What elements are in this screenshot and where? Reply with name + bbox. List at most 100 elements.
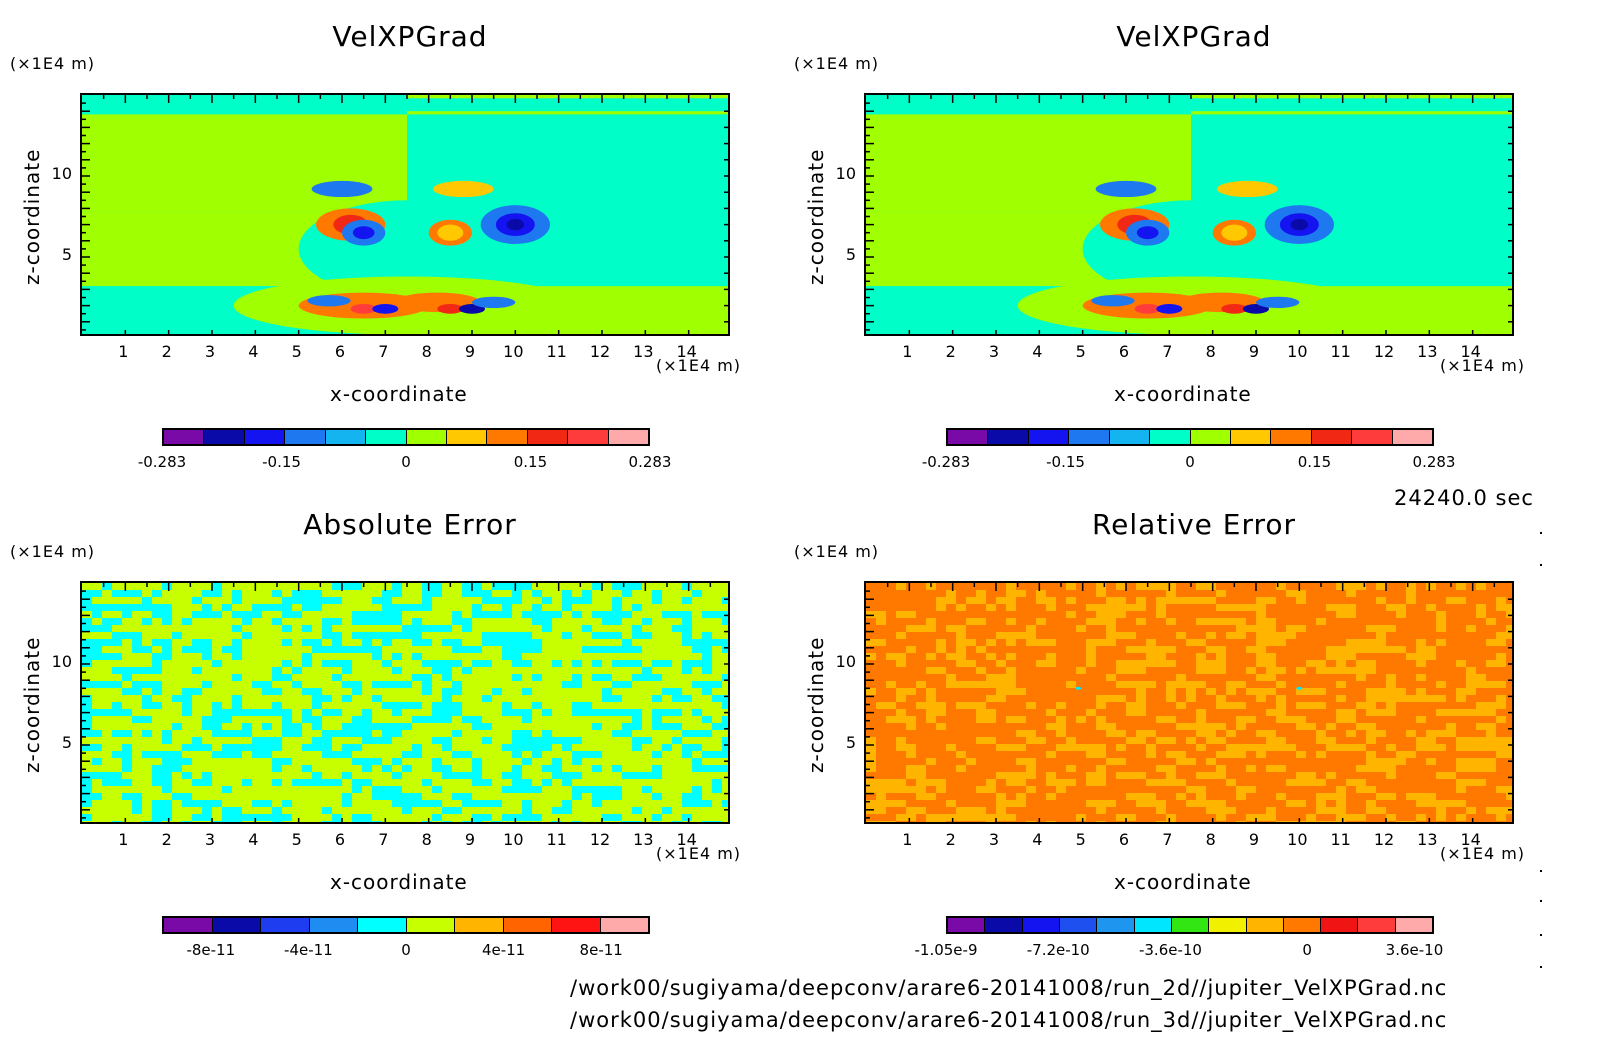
error-cell: [582, 744, 592, 751]
colorbar-swatch: [261, 918, 310, 932]
error-cell: [1386, 611, 1396, 618]
error-cell: [642, 590, 652, 597]
colorbar-label: -0.15: [262, 453, 301, 471]
error-cell: [572, 625, 582, 632]
error-cell: [1176, 646, 1186, 653]
error-cell: [1236, 779, 1246, 786]
error-cell: [1456, 751, 1466, 758]
error-cell: [906, 737, 916, 744]
error-cell: [702, 779, 712, 786]
error-cell: [1406, 646, 1416, 653]
error-cell: [1006, 695, 1026, 702]
error-cell: [652, 744, 662, 751]
x-tick-label: 2: [945, 342, 956, 361]
colorbar-swatch: [1395, 918, 1433, 932]
error-cell: [262, 716, 282, 723]
error-cell: [192, 590, 202, 597]
error-cell: [1196, 814, 1216, 821]
time-label: 24240.0 sec: [1394, 486, 1534, 510]
error-cell: [1426, 688, 1446, 695]
error-cell: [712, 702, 722, 709]
error-cell: [1166, 702, 1176, 709]
error-cell: [1246, 702, 1266, 709]
error-cell: [322, 702, 332, 709]
error-cell: [582, 723, 592, 730]
error-cell: [1356, 793, 1366, 800]
error-cell: [956, 688, 966, 695]
error-cell: [472, 737, 482, 744]
error-cell: [212, 744, 222, 751]
error-cell: [302, 807, 322, 814]
error-cell: [162, 660, 182, 667]
error-cell: [332, 716, 352, 723]
error-cell: [582, 737, 602, 744]
error-cell: [412, 667, 422, 674]
error-cell: [866, 730, 886, 737]
error-cell: [192, 772, 202, 779]
error-cell: [1456, 674, 1466, 681]
error-cell: [976, 660, 986, 667]
error-cell: [1056, 660, 1066, 667]
error-cell: [916, 744, 936, 751]
error-cell: [482, 786, 492, 793]
error-cell: [462, 681, 472, 688]
error-cell: [432, 793, 452, 800]
error-cell: [102, 744, 122, 751]
error-cell: [622, 744, 632, 751]
error-cell: [1246, 660, 1256, 667]
error-cell: [1266, 695, 1276, 702]
error-cell: [382, 695, 392, 702]
error-cell: [1026, 597, 1036, 604]
error-cell: [442, 653, 452, 660]
error-cell: [332, 807, 342, 814]
error-cell: [642, 653, 662, 660]
error-cell: [462, 653, 482, 660]
error-cell: [222, 737, 242, 744]
error-cell: [362, 604, 372, 611]
error-cell: [1286, 604, 1296, 611]
error-cell: [642, 744, 652, 751]
error-cell: [232, 604, 252, 611]
error-cell: [1326, 590, 1346, 597]
x-tick-label: 3: [988, 830, 1000, 849]
error-cell: [916, 730, 926, 737]
field-anomaly: [472, 296, 516, 309]
error-cell: [102, 800, 112, 807]
error-cell: [1126, 758, 1146, 765]
error-cell: [1156, 814, 1166, 821]
error-cell: [252, 597, 262, 604]
error-cell: [342, 688, 352, 695]
error-cell: [1276, 772, 1286, 779]
error-cell: [252, 765, 262, 772]
error-cell: [1496, 765, 1506, 772]
error-cell: [612, 667, 622, 674]
error-cell: [1176, 744, 1196, 751]
error-cell: [1056, 625, 1076, 632]
error-cell: [1306, 681, 1316, 688]
error-cell: [1356, 695, 1366, 702]
error-cell: [322, 667, 332, 674]
error-cell: [662, 597, 682, 604]
error-cell: [692, 716, 702, 723]
error-cell: [896, 758, 906, 765]
error-cell: [592, 702, 602, 709]
error-cell: [1306, 646, 1326, 653]
error-cell: [1306, 597, 1326, 604]
error-cell: [1226, 625, 1236, 632]
error-cell: [602, 765, 612, 772]
error-cell: [382, 772, 392, 779]
error-cell: [442, 597, 452, 604]
error-cell: [472, 807, 492, 814]
error-cell: [222, 660, 232, 667]
error-cell: [1296, 737, 1306, 744]
error-cell: [322, 765, 332, 772]
error-cell: [1286, 695, 1296, 702]
x-tick-label: 13: [633, 342, 654, 361]
x-tick-label: 11: [546, 342, 567, 361]
error-cell: [1056, 688, 1076, 695]
error-cell: [152, 674, 172, 681]
error-cell: [1396, 772, 1406, 779]
error-cell: [1056, 814, 1066, 821]
error-cell: [552, 632, 562, 639]
